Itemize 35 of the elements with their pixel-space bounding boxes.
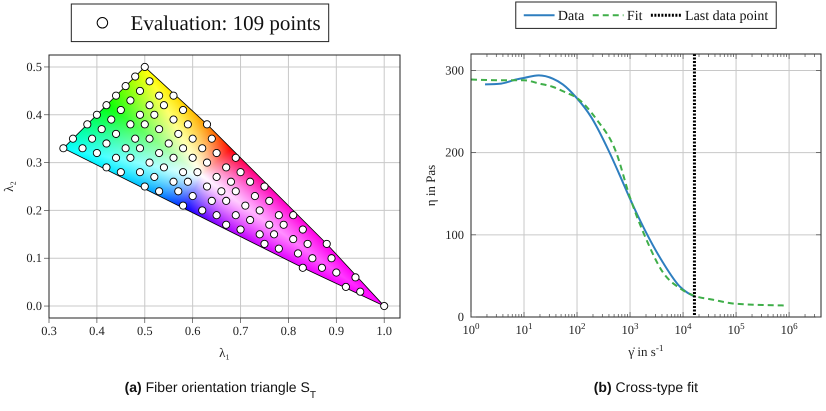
- x-tick-label: 0.7: [232, 324, 248, 338]
- x-tick-label: 10$^{0}$: [462, 321, 480, 337]
- x-tick-label: 10$^{4}$: [674, 321, 692, 337]
- x-tick-label: 0.4: [89, 324, 106, 338]
- y-tick-label: 300: [445, 63, 464, 78]
- y-axis-title: λ₂: [1, 181, 16, 192]
- y-tick-label: 0.2: [26, 203, 42, 218]
- y-tick-label: 200: [445, 146, 464, 160]
- x-tick-label: 0.9: [328, 324, 344, 338]
- x-tick-label: 10$^{5}$: [728, 321, 746, 337]
- y-tick-label: 0.5: [26, 60, 42, 74]
- text: (b) Cross-type fit: [594, 379, 698, 395]
- x-axis-title: γ̇ in s$^{-1}$: [627, 344, 664, 359]
- legend-label: Last data point: [685, 9, 768, 24]
- legend-label: Data: [558, 9, 586, 24]
- y-tick-label: 0.3: [26, 156, 42, 170]
- legend-label: Fit: [626, 9, 643, 24]
- x-tick-label: 0.6: [184, 324, 200, 338]
- y-tick-label: 0: [458, 310, 464, 324]
- y-tick-label: 0.4: [26, 108, 43, 122]
- legend-label: Evaluation: 109 points: [130, 11, 321, 36]
- y-tick-label: 100: [445, 228, 464, 242]
- text: (a) Fiber orientation triangle S$_{T}$: [124, 379, 316, 400]
- x-tick-label: 1.0: [376, 324, 392, 338]
- x-tick-label: 10$^{6}$: [780, 321, 798, 337]
- x-tick-label: 10$^{1}$: [516, 321, 533, 337]
- y-tick-label: 0.1: [26, 251, 42, 266]
- x-tick-label: 0.3: [41, 324, 57, 338]
- x-tick-label: 10$^{2}$: [568, 321, 586, 337]
- x-tick-label: 0.8: [280, 324, 296, 338]
- x-axis-title: λ₁: [219, 345, 230, 360]
- y-axis-title: η in Pas: [423, 164, 438, 206]
- x-tick-label: 0.5: [136, 324, 153, 338]
- x-tick-label: 10$^{3}$: [622, 321, 640, 337]
- y-tick-label: 0.0: [26, 299, 42, 314]
